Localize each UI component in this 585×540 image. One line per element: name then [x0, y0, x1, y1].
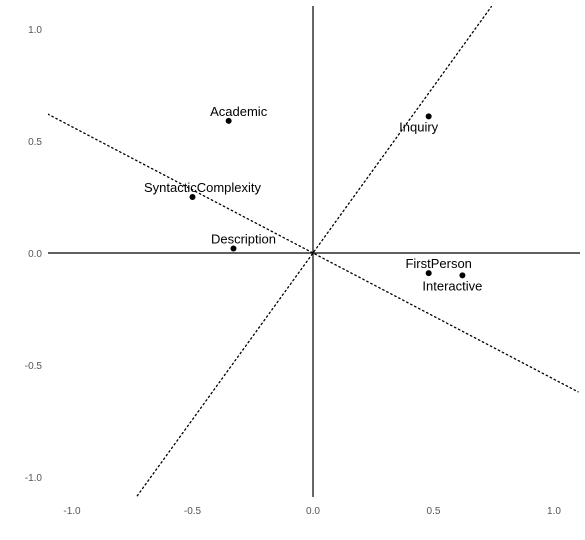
data-point-description	[230, 245, 237, 252]
data-point-interactive	[459, 272, 466, 279]
data-point-academic	[225, 117, 232, 124]
dotted-line-1	[48, 113, 579, 393]
y-tick-label: -0.5	[25, 361, 43, 372]
point-label-interactive: Interactive	[422, 278, 482, 293]
point-labels-group: Academic Inquiry SyntacticComplexity Descri…	[144, 104, 482, 294]
tick-labels-group: 1.0 0.5 0.0 -0.5 -1.0 -1.0 -0.5 0.0 0.5 1.0	[25, 25, 562, 517]
point-label-syntacticcomplexity: SyntacticComplexity	[144, 180, 262, 195]
x-tick-label: 0.0	[306, 506, 320, 517]
x-tick-label: 1.0	[547, 506, 561, 517]
data-point-firstperson	[425, 270, 432, 277]
point-label-firstperson: FirstPerson	[405, 256, 471, 271]
data-point-inquiry	[425, 113, 432, 120]
x-tick-label: -1.0	[63, 506, 81, 517]
axes-group	[48, 6, 580, 497]
point-label-academic: Academic	[210, 104, 268, 119]
y-tick-label: 0.5	[28, 137, 42, 148]
y-tick-label: 1.0	[28, 25, 42, 36]
point-label-description: Description	[211, 232, 276, 247]
y-tick-label: 0.0	[28, 249, 42, 260]
y-tick-label: -1.0	[25, 473, 43, 484]
x-tick-label: 0.5	[427, 506, 441, 517]
point-label-inquiry: Inquiry	[399, 119, 439, 134]
x-tick-label: -0.5	[184, 506, 202, 517]
points-group	[189, 113, 466, 279]
data-point-syntacticcomplexity	[189, 194, 196, 200]
dotted-lines-group	[48, 6, 579, 497]
